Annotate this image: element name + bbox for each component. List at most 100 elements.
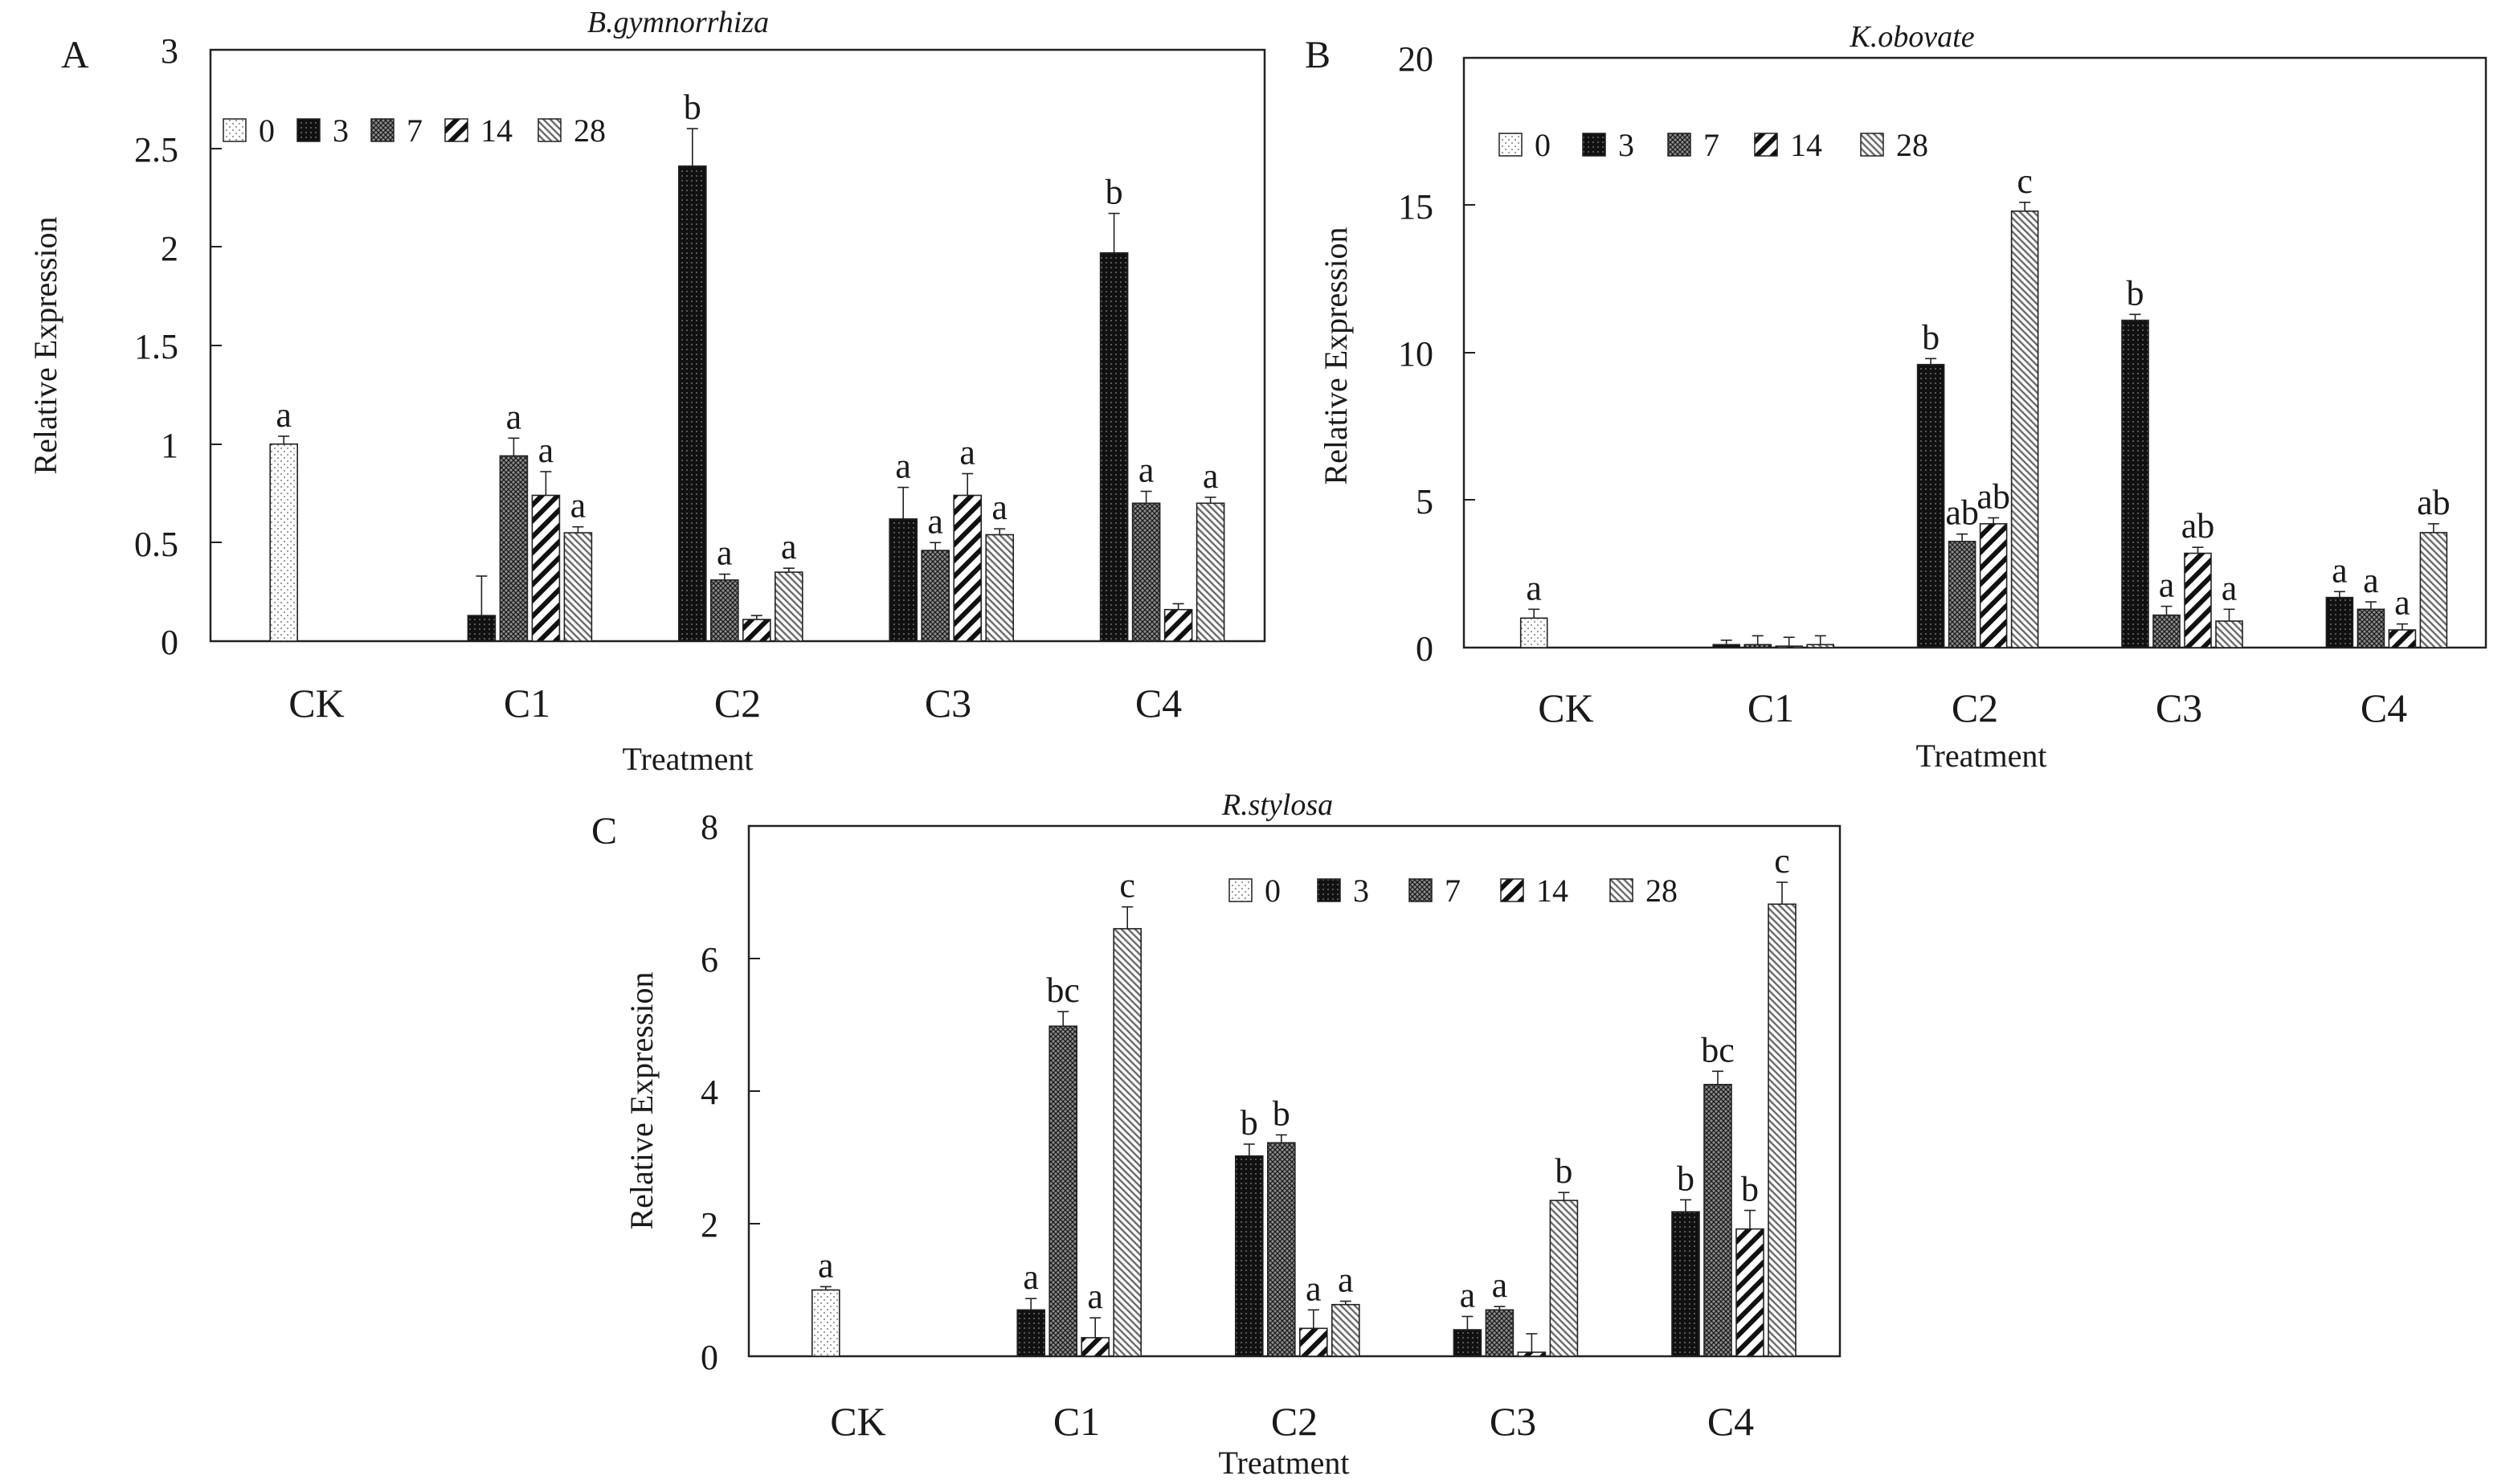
legend-swatch-14 bbox=[444, 118, 468, 142]
significance-label: b bbox=[1241, 1103, 1258, 1143]
bar-c4-day-3 bbox=[1099, 251, 1129, 642]
bar-c3-day-28 bbox=[1549, 1200, 1579, 1357]
legend-swatch-14 bbox=[1754, 133, 1778, 157]
bar-c2-day-14 bbox=[1979, 523, 2008, 648]
y-tick-label: 5 bbox=[1416, 482, 1433, 521]
bar-c4-day-7 bbox=[1703, 1084, 1732, 1357]
bar-c3-day-3 bbox=[889, 518, 918, 642]
bar-c2-day-14 bbox=[1299, 1327, 1328, 1357]
bar-c3-day-7 bbox=[1485, 1309, 1515, 1357]
bar-c1-day-14 bbox=[1775, 645, 1803, 648]
panel-label-c: C bbox=[591, 810, 617, 852]
x-tick-label: C3 bbox=[1490, 1399, 1536, 1444]
significance-label: a bbox=[1526, 568, 1542, 607]
bar-c1-day-7 bbox=[1743, 644, 1772, 648]
bar-c3-day-14 bbox=[953, 494, 982, 642]
bar-c4-day-7 bbox=[1131, 502, 1161, 642]
y-tick-label: 0 bbox=[161, 623, 178, 662]
bar-c1-day-28 bbox=[563, 532, 593, 642]
y-tick-label: 3 bbox=[161, 31, 178, 71]
y-axis-b: 0 5 10 15 20 Relative Expression bbox=[1318, 39, 1475, 668]
legend-swatch-0 bbox=[1498, 133, 1523, 157]
legend-swatch-3 bbox=[1582, 133, 1606, 157]
bar-c1-day-3 bbox=[1712, 644, 1740, 648]
bar-c1-day-28 bbox=[1113, 928, 1142, 1357]
bar-c3-day-28 bbox=[985, 534, 1014, 642]
bar-c3-day-7 bbox=[2152, 614, 2181, 648]
y-tick-label: 8 bbox=[701, 807, 718, 847]
bar-c3-day-3 bbox=[2121, 319, 2149, 648]
significance-label: a bbox=[991, 488, 1008, 527]
y-tick-label: 0 bbox=[1416, 629, 1433, 668]
bar-c2-day-3 bbox=[1916, 363, 1945, 648]
x-tick-label: C1 bbox=[504, 681, 550, 726]
significance-label: ab bbox=[1976, 477, 2010, 517]
x-tick-label: CK bbox=[1538, 685, 1593, 730]
bar-c2-day-28 bbox=[2010, 210, 2039, 648]
bar-c4-day-14 bbox=[1163, 608, 1193, 642]
panel-c: C R.stylosa 0 2 4 6 8 Relative Expressio… bbox=[591, 788, 1842, 1481]
bar-c1-day-14 bbox=[1081, 1337, 1110, 1357]
x-axis-a: CK C1 C2 C3 C4 Treatment bbox=[288, 681, 1182, 777]
legend-label: 7 bbox=[1703, 127, 1719, 163]
bar-c4-day-3 bbox=[2325, 596, 2354, 648]
bar-c4-day-28 bbox=[1196, 502, 1225, 642]
legend-swatch-28 bbox=[1860, 133, 1884, 157]
significance-label: b bbox=[1741, 1170, 1759, 1209]
legend-label: 3 bbox=[1618, 127, 1634, 163]
x-tick-label: CK bbox=[288, 681, 344, 726]
bar-c2-day-3 bbox=[677, 165, 707, 642]
significance-label: b bbox=[1922, 317, 1940, 357]
bar-c4-day-7 bbox=[2357, 608, 2385, 648]
bar-c2-day-28 bbox=[1331, 1303, 1360, 1357]
legend-swatch-0 bbox=[223, 118, 247, 142]
bar-c1-day-28 bbox=[1806, 644, 1834, 648]
bar-c4-day-3 bbox=[1671, 1211, 1700, 1357]
bar-c2-day-7 bbox=[709, 579, 739, 642]
x-axis-title-c: Treatment bbox=[1219, 1445, 1350, 1481]
x-tick-label: C1 bbox=[1748, 685, 1794, 730]
legend-label: 0 bbox=[259, 112, 275, 149]
significance-label: ab bbox=[1945, 493, 1979, 533]
significance-label: a bbox=[1203, 456, 1219, 496]
legend-swatch-0 bbox=[1228, 878, 1253, 902]
bar-c2-day-7 bbox=[1948, 541, 1976, 648]
y-tick-label: 6 bbox=[701, 940, 718, 979]
bar-c1-day-3 bbox=[467, 615, 497, 642]
chart-title-b: K.obovate bbox=[1849, 20, 1974, 54]
y-tick-label: 2.5 bbox=[134, 130, 178, 170]
legend-label: 14 bbox=[1790, 127, 1822, 163]
legend-label: 0 bbox=[1535, 127, 1551, 163]
x-axis-title-a: Treatment bbox=[623, 741, 754, 777]
significance-label: a bbox=[2159, 566, 2175, 605]
legend-c: 0 3 7 14 28 bbox=[1228, 873, 1678, 909]
significance-label: c bbox=[2017, 161, 2033, 201]
significance-label: a bbox=[538, 431, 554, 470]
legend-label: 3 bbox=[1353, 873, 1369, 909]
x-tick-label: C3 bbox=[925, 681, 971, 726]
y-tick-label: 2 bbox=[701, 1205, 718, 1245]
legend-swatch-14 bbox=[1500, 878, 1524, 902]
bar-c3-day-28 bbox=[2215, 620, 2243, 648]
x-axis-title-b: Treatment bbox=[1916, 738, 2047, 774]
y-axis-title-b: Relative Expression bbox=[1318, 227, 1354, 484]
legend-label: 3 bbox=[333, 112, 349, 149]
x-tick-label: CK bbox=[830, 1399, 885, 1444]
significance-label: ab bbox=[2417, 483, 2451, 522]
y-tick-label: 15 bbox=[1398, 187, 1433, 227]
y-tick-label: 1 bbox=[161, 426, 178, 465]
bar-c1-day-7 bbox=[1049, 1025, 1077, 1357]
y-tick-label: 1.5 bbox=[134, 327, 178, 366]
bar-c4-day-28 bbox=[1768, 903, 1797, 1357]
significance-label: a bbox=[1306, 1269, 1322, 1308]
significance-label: b bbox=[1555, 1151, 1572, 1191]
legend-label: 28 bbox=[1645, 873, 1678, 909]
bar-c4-day-14 bbox=[1735, 1228, 1764, 1357]
significance-label: a bbox=[570, 486, 587, 525]
bar-c3-day-7 bbox=[921, 550, 950, 642]
bar-c1-day-7 bbox=[499, 455, 529, 642]
